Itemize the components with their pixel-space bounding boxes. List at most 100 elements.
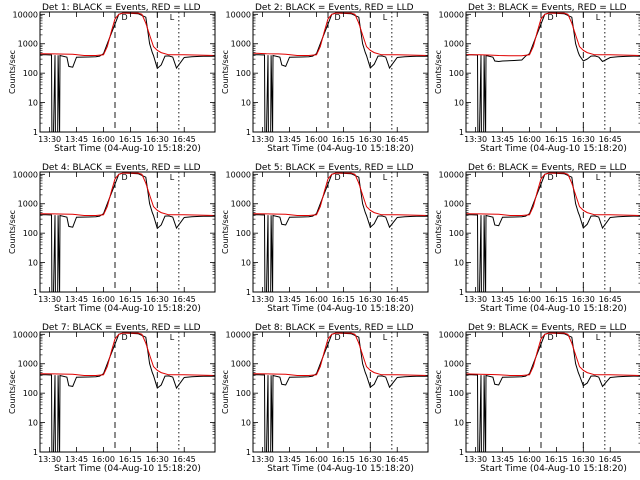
y-tick-label: 1000 [18, 200, 38, 209]
series-lld-line [40, 172, 215, 216]
x-tick-label: 16:15 [332, 135, 355, 144]
plot-panel-7: 1 10 100 1000 10000 13:30 13:45 16:00 16:15 16:30… [8, 323, 216, 474]
x-tick-label: 16:00 [305, 295, 328, 304]
x-tick-label: 13:45 [278, 295, 301, 304]
y-tick-label: 10 [454, 259, 464, 268]
x-tick-label: 16:00 [518, 135, 541, 144]
axes-frame [39, 11, 216, 133]
annotation-label: L [170, 173, 175, 182]
x-tick-label: 13:45 [65, 455, 88, 464]
y-tick-label: 100 [236, 389, 251, 398]
x-tick-label: 16:45 [173, 455, 196, 464]
axes-frame [465, 11, 640, 133]
x-tick-label: 13:30 [251, 455, 274, 464]
y-tick-label: 10 [454, 99, 464, 108]
plot-panel-9: 1 10 100 1000 10000 13:30 13:45 16:00 16:15 16:30… [434, 323, 640, 474]
y-tick-label: 10000 [226, 330, 251, 339]
x-axis-label: Start Time (04-Aug-10 15:18:20) [267, 464, 414, 474]
y-tick-label: 1000 [18, 360, 38, 369]
axes-frame [252, 11, 429, 133]
x-axis-label: Start Time (04-Aug-10 15:18:20) [480, 144, 627, 154]
y-tick-label: 1 [246, 448, 251, 457]
series-group [253, 172, 428, 292]
x-tick-label: 16:15 [545, 455, 568, 464]
series-group [466, 332, 640, 452]
y-tick-label: 1 [246, 288, 251, 297]
y-tick-label: 1 [459, 448, 464, 457]
y-tick-label: 10 [241, 419, 251, 428]
x-tick-label: 13:45 [278, 135, 301, 144]
x-tick-label: 13:30 [251, 295, 274, 304]
y-tick-label: 1000 [444, 200, 464, 209]
y-axis-label: Counts/sec [8, 210, 17, 254]
y-tick-label: 10000 [439, 170, 464, 179]
y-tick-label: 1 [33, 448, 38, 457]
y-tick-label: 100 [449, 389, 464, 398]
y-tick-label: 10000 [439, 330, 464, 339]
plot-panel-8: 1 10 100 1000 10000 13:30 13:45 16:00 16:15 16:30… [221, 323, 429, 474]
x-tick-label: 16:15 [332, 295, 355, 304]
y-tick-label: 1 [33, 288, 38, 297]
plot-title: Det 6: BLACK = Events, RED = LLD [468, 163, 627, 173]
series-group [253, 12, 428, 132]
x-tick-label: 16:30 [359, 135, 382, 144]
x-tick-label: 16:00 [92, 295, 115, 304]
y-tick-label: 10 [28, 419, 38, 428]
annotation-label: D [122, 333, 128, 342]
annotation-label: D [548, 13, 554, 22]
axes-frame [252, 331, 429, 453]
annotation-label: L [596, 173, 601, 182]
y-tick-label: 1000 [444, 360, 464, 369]
x-tick-label: 16:45 [599, 295, 622, 304]
y-axis-label: Counts/sec [8, 50, 17, 94]
x-tick-label: 16:30 [359, 295, 382, 304]
annotation-label: D [335, 173, 341, 182]
series-lld-line [466, 332, 640, 376]
annotation-label: L [383, 13, 388, 22]
x-tick-label: 13:30 [38, 135, 61, 144]
y-tick-label: 10000 [13, 330, 38, 339]
x-tick-label: 16:00 [305, 455, 328, 464]
annotation-label: D [335, 13, 341, 22]
x-tick-label: 16:15 [119, 295, 142, 304]
series-events-line [253, 12, 428, 132]
x-tick-label: 13:45 [491, 135, 514, 144]
series-events-line [253, 332, 428, 452]
x-tick-label: 16:45 [173, 295, 196, 304]
x-tick-label: 16:30 [146, 295, 169, 304]
plot-title: Det 7: BLACK = Events, RED = LLD [42, 323, 201, 333]
series-events-line [466, 12, 640, 132]
series-lld-line [40, 12, 215, 56]
series-group [40, 172, 215, 292]
y-axis-label: Counts/sec [221, 50, 230, 94]
plot-panel-4: 1 10 100 1000 10000 13:30 13:45 16:00 16:15 16:30… [8, 163, 216, 314]
plot-title: Det 1: BLACK = Events, RED = LLD [42, 3, 201, 13]
x-tick-label: 16:45 [173, 135, 196, 144]
x-tick-label: 13:30 [38, 295, 61, 304]
x-tick-label: 16:15 [332, 455, 355, 464]
axes-frame [39, 171, 216, 293]
x-tick-label: 13:45 [278, 455, 301, 464]
y-tick-label: 1000 [231, 40, 251, 49]
x-tick-label: 13:45 [65, 295, 88, 304]
y-axis-label: Counts/sec [8, 370, 17, 414]
x-tick-label: 16:30 [572, 135, 595, 144]
x-axis-label: Start Time (04-Aug-10 15:18:20) [480, 464, 627, 474]
annotation-label: L [596, 13, 601, 22]
y-axis-label: Counts/sec [434, 50, 443, 94]
series-lld-line [466, 12, 640, 57]
x-tick-label: 16:15 [545, 295, 568, 304]
y-tick-label: 1000 [18, 40, 38, 49]
annotation-label: L [170, 13, 175, 22]
x-tick-label: 16:45 [386, 135, 409, 144]
x-tick-label: 16:30 [146, 135, 169, 144]
x-tick-label: 16:45 [599, 135, 622, 144]
y-axis-label: Counts/sec [221, 370, 230, 414]
x-axis-label: Start Time (04-Aug-10 15:18:20) [54, 304, 201, 314]
annotation-label: L [383, 173, 388, 182]
x-tick-label: 16:00 [92, 135, 115, 144]
axes-frame [465, 171, 640, 293]
plot-panel-2: 1 10 100 1000 10000 13:30 13:45 16:00 16:15 16:30… [221, 3, 429, 154]
x-tick-label: 13:30 [464, 135, 487, 144]
y-tick-label: 1000 [444, 40, 464, 49]
